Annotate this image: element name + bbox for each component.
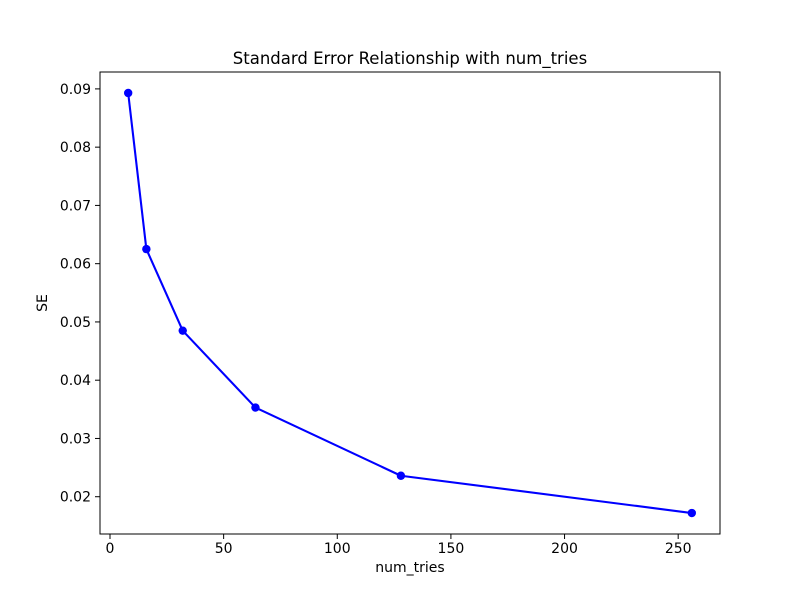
x-tick-label: 250 xyxy=(665,541,692,557)
x-tick-label: 100 xyxy=(324,541,351,557)
y-tick-label: 0.05 xyxy=(60,315,91,331)
data-point-marker xyxy=(396,471,406,480)
chart-title: Standard Error Relationship with num_tri… xyxy=(233,49,587,69)
data-point-marker xyxy=(178,326,187,335)
y-axis-label: SE xyxy=(35,294,51,312)
data-point-marker xyxy=(251,403,260,412)
y-tick-label: 0.02 xyxy=(60,490,91,506)
y-tick-label: 0.04 xyxy=(60,373,91,389)
data-point-marker xyxy=(123,88,133,98)
data-point-marker xyxy=(687,508,697,518)
axes-spines xyxy=(99,71,721,535)
x-tick-label: 50 xyxy=(215,541,233,557)
data-point-marker xyxy=(142,244,151,254)
plot-area: 0 50 100 150 200 250 0.02 0.03 0.04 0.05 0.06 0.07 0… xyxy=(60,71,721,557)
x-tick-label: 150 xyxy=(438,541,465,557)
se-line xyxy=(127,92,692,515)
x-axis-label: num_tries xyxy=(375,560,444,576)
y-tick-label: 0.09 xyxy=(60,82,91,98)
y-tick-label: 0.03 xyxy=(60,431,91,447)
x-tick-label: 0 xyxy=(106,541,115,557)
y-tick-label: 0.07 xyxy=(60,198,91,214)
x-tick-label: 200 xyxy=(551,541,578,557)
y-tick-label: 0.08 xyxy=(60,140,91,156)
y-tick-label: 0.06 xyxy=(60,257,91,273)
